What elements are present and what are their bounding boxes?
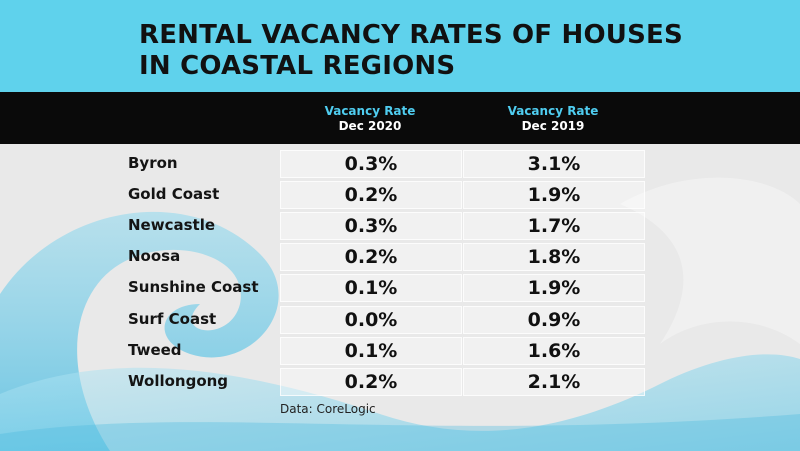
table-row: Noosa 0.2% 1.8% [0,243,800,271]
value-cell-dec-2020: 0.1% [280,274,462,302]
wave-decoration [0,177,800,451]
table-row: Wollongong 0.2% 2.1% [0,368,800,396]
region-label: Surf Coast [128,310,217,328]
value-cell-dec-2020: 0.2% [280,243,462,271]
wave-right [620,177,800,344]
column-header-date: Dec 2019 [521,119,585,133]
column-header-dec-2019: Vacancy Rate Dec 2019 [463,104,643,134]
wave-mid [0,354,800,451]
value-cell-dec-2019: 0.9% [463,306,645,334]
region-label: Gold Coast [128,185,220,203]
chart-title: RENTAL VACANCY RATES OF HOUSES IN COASTA… [139,20,683,82]
column-header-label: Vacancy Rate [507,104,599,118]
value-cell-dec-2020: 0.0% [280,306,462,334]
value-cell-dec-2019: 1.6% [463,337,645,365]
value-cell-dec-2019: 1.8% [463,243,645,271]
column-header-date: Dec 2020 [338,119,402,133]
region-label: Noosa [128,247,181,265]
header-band [0,92,800,144]
title-band [0,0,800,92]
table-row: Gold Coast 0.2% 1.9% [0,181,800,209]
value-cell-dec-2019: 3.1% [463,150,645,178]
value-cell-dec-2020: 0.1% [280,337,462,365]
region-label: Tweed [128,341,182,359]
value-cell-dec-2019: 1.7% [463,212,645,240]
value-cell-dec-2020: 0.3% [280,150,462,178]
column-header-dec-2020: Vacancy Rate Dec 2020 [280,104,460,134]
table-row: Surf Coast 0.0% 0.9% [0,306,800,334]
region-label: Newcastle [128,216,216,234]
value-cell-dec-2019: 1.9% [463,181,645,209]
chart-title-line-2: IN COASTAL REGIONS [139,51,456,81]
value-cell-dec-2019: 2.1% [463,368,645,396]
value-cell-dec-2020: 0.2% [280,181,462,209]
column-header-label: Vacancy Rate [324,104,416,118]
data-source: Data: CoreLogic [280,402,376,416]
table-row: Newcastle 0.3% 1.7% [0,212,800,240]
region-label: Wollongong [128,372,229,390]
wave-foot [0,414,800,451]
value-cell-dec-2019: 1.9% [463,274,645,302]
region-label: Byron [128,154,178,172]
table-row: Byron 0.3% 3.1% [0,150,800,178]
table-row: Sunshine Coast 0.1% 1.9% [0,274,800,302]
table-row: Tweed 0.1% 1.6% [0,337,800,365]
value-cell-dec-2020: 0.2% [280,368,462,396]
region-label: Sunshine Coast [128,278,259,296]
chart-title-line-1: RENTAL VACANCY RATES OF HOUSES [139,20,683,50]
value-cell-dec-2020: 0.3% [280,212,462,240]
